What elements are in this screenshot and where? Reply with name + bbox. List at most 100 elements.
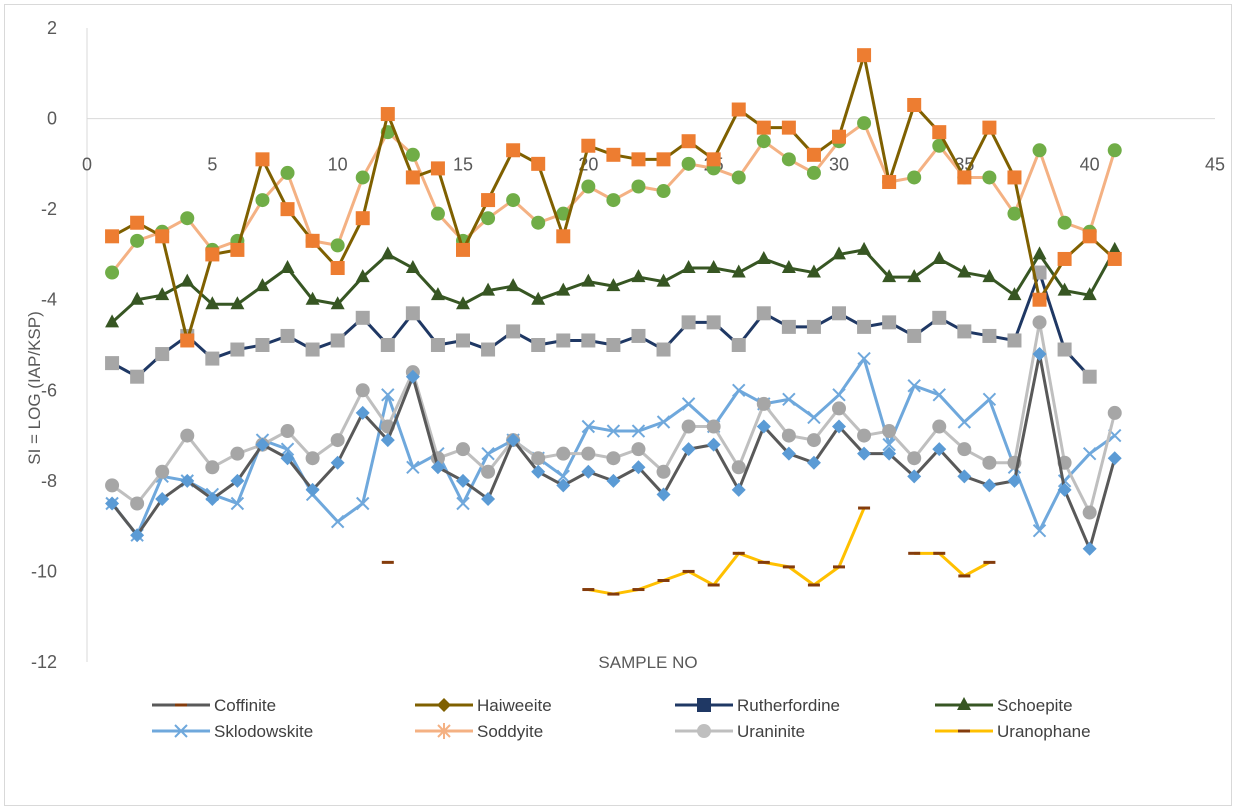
data-point — [180, 333, 195, 348]
data-point — [531, 156, 546, 171]
legend-marker — [697, 698, 711, 712]
data-point — [606, 193, 621, 208]
data-point — [205, 351, 220, 366]
data-point — [180, 428, 195, 443]
y-tick-label: 0 — [47, 109, 57, 129]
data-point — [681, 397, 696, 411]
data-point — [105, 356, 120, 371]
data-point — [606, 451, 621, 466]
data-point — [556, 446, 571, 461]
legend-marker — [174, 724, 188, 738]
data-point — [255, 278, 270, 292]
data-point — [105, 314, 120, 328]
data-point — [330, 455, 345, 470]
data-point — [105, 265, 120, 280]
data-point — [681, 442, 696, 457]
data-point — [1057, 215, 1072, 230]
data-point — [130, 291, 145, 305]
legend-item-haiweeite: Haiweeite — [415, 696, 552, 715]
data-point — [706, 315, 721, 330]
legend-item-uraninite: Uraninite — [675, 722, 805, 741]
data-point — [781, 152, 796, 167]
data-point — [155, 347, 170, 362]
data-point — [430, 287, 445, 301]
y-axis-title: SI = LOG (IAP/KSP) — [25, 311, 44, 465]
data-point — [932, 310, 947, 325]
legend-marker — [437, 723, 451, 739]
data-point — [907, 469, 922, 484]
data-point — [481, 193, 496, 208]
legend-marker — [437, 698, 451, 712]
data-point — [1032, 347, 1047, 362]
data-point — [907, 170, 922, 185]
data-point — [330, 514, 345, 529]
data-point — [430, 161, 445, 176]
data-point — [857, 241, 872, 255]
series-soddyite — [105, 116, 1122, 280]
data-point — [280, 451, 295, 466]
data-point — [481, 464, 496, 479]
data-point — [330, 296, 345, 310]
data-point — [882, 424, 897, 439]
data-point — [631, 179, 646, 194]
data-point — [1107, 251, 1122, 266]
data-point — [280, 165, 295, 180]
data-point — [130, 369, 145, 384]
data-point — [656, 273, 671, 287]
data-point — [581, 138, 596, 153]
x-axis-title: SAMPLE NO — [598, 653, 697, 672]
series-coffinite — [105, 347, 1122, 556]
series-uranophane — [381, 506, 996, 596]
data-point — [1082, 287, 1097, 301]
data-point — [681, 315, 696, 330]
data-point — [280, 202, 295, 217]
data-point — [456, 333, 470, 348]
data-point — [130, 233, 145, 248]
data-point — [355, 405, 370, 420]
data-point — [280, 328, 295, 343]
data-point — [656, 415, 671, 429]
data-point — [380, 246, 395, 260]
x-tick-label: 0 — [82, 155, 92, 175]
data-point — [731, 460, 746, 475]
legend-label: Uraninite — [737, 722, 805, 741]
data-point — [581, 464, 596, 479]
data-point — [932, 442, 947, 457]
legend-label: Rutherfordine — [737, 696, 840, 715]
y-tick-label: -2 — [41, 199, 57, 219]
data-point — [857, 351, 871, 366]
data-point — [832, 388, 846, 402]
data-point — [531, 338, 546, 352]
data-point — [681, 419, 696, 434]
series-haiweeite — [105, 48, 1122, 348]
data-point — [381, 388, 395, 402]
data-point — [756, 134, 771, 149]
data-point — [806, 319, 821, 334]
data-point — [631, 460, 646, 475]
data-point — [205, 296, 220, 310]
data-point — [1082, 229, 1097, 244]
data-point — [1032, 315, 1047, 330]
data-point — [1032, 523, 1047, 538]
data-point — [656, 342, 671, 357]
y-tick-label: -4 — [41, 290, 57, 310]
data-point — [581, 419, 596, 434]
data-point — [832, 419, 846, 434]
data-point — [982, 120, 997, 135]
data-point — [957, 469, 972, 484]
data-point — [230, 242, 245, 257]
data-point — [832, 306, 846, 321]
data-point — [1032, 246, 1047, 260]
data-point — [456, 242, 470, 257]
data-point — [531, 464, 546, 479]
data-point — [907, 379, 921, 393]
data-point — [130, 215, 145, 230]
legend-label: Schoepite — [997, 696, 1073, 715]
data-point — [731, 170, 746, 185]
data-point — [1057, 251, 1072, 266]
data-point — [806, 147, 821, 162]
data-point — [857, 116, 872, 131]
data-point — [280, 260, 295, 274]
data-point — [982, 478, 997, 493]
data-point — [155, 287, 170, 301]
